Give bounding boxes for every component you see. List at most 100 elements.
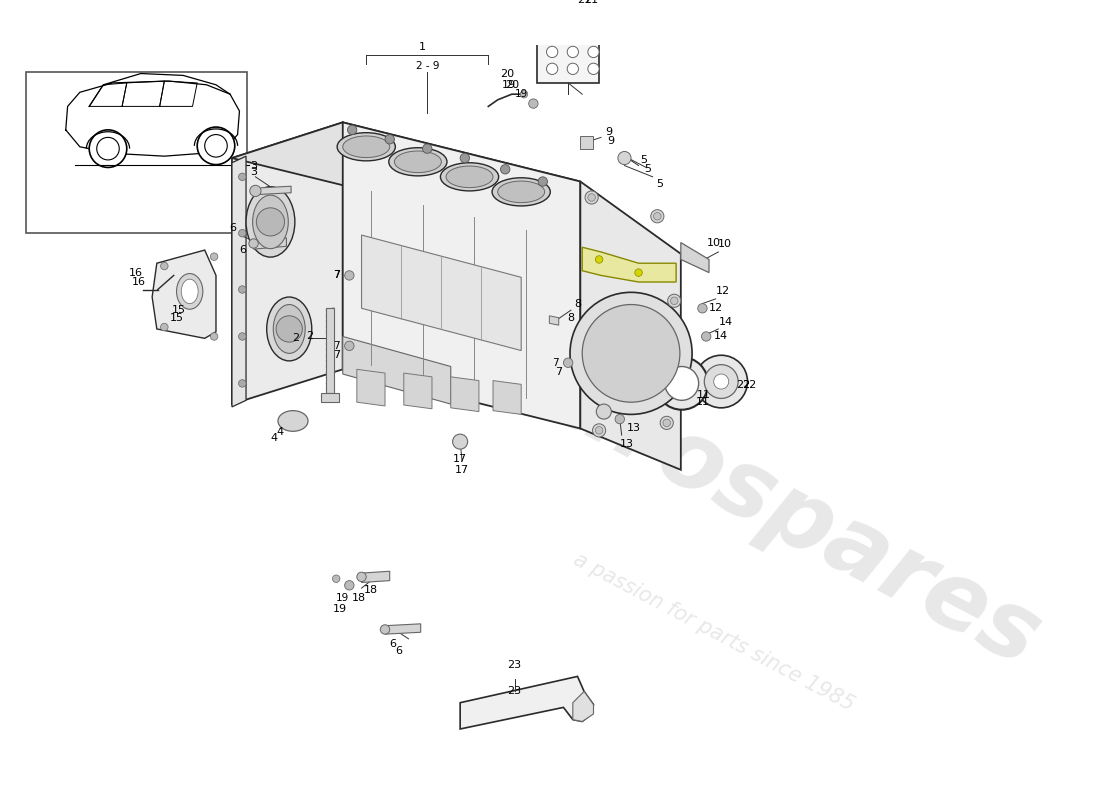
Circle shape — [385, 134, 395, 144]
Circle shape — [197, 127, 234, 165]
Text: 11: 11 — [695, 397, 710, 407]
Text: 6: 6 — [230, 223, 236, 234]
Ellipse shape — [395, 151, 441, 173]
Ellipse shape — [337, 133, 395, 161]
Text: 2 - 9: 2 - 9 — [416, 61, 439, 71]
Text: 11: 11 — [697, 390, 712, 400]
Polygon shape — [385, 624, 420, 634]
Circle shape — [596, 404, 612, 419]
Text: 7: 7 — [333, 270, 340, 281]
Polygon shape — [152, 250, 216, 338]
Text: 10: 10 — [706, 238, 721, 247]
Text: 16: 16 — [129, 268, 143, 278]
Polygon shape — [451, 377, 478, 411]
Ellipse shape — [273, 305, 305, 354]
Circle shape — [210, 333, 218, 340]
Polygon shape — [549, 316, 559, 325]
Polygon shape — [321, 393, 339, 402]
Text: 6: 6 — [396, 646, 403, 656]
Text: 18: 18 — [352, 593, 366, 602]
Text: 6: 6 — [389, 639, 396, 650]
Circle shape — [568, 63, 579, 74]
Text: 5: 5 — [645, 164, 651, 174]
Text: 9: 9 — [607, 136, 614, 146]
Circle shape — [660, 416, 673, 430]
Polygon shape — [573, 691, 594, 722]
Text: 3: 3 — [250, 161, 257, 170]
Polygon shape — [356, 370, 385, 406]
Polygon shape — [460, 677, 594, 729]
Circle shape — [89, 130, 127, 167]
Text: 19: 19 — [502, 80, 516, 90]
Circle shape — [595, 256, 603, 263]
Polygon shape — [404, 373, 432, 409]
Circle shape — [381, 625, 389, 634]
Circle shape — [239, 333, 246, 340]
Text: 5: 5 — [656, 179, 662, 190]
Circle shape — [695, 355, 748, 408]
Circle shape — [538, 177, 548, 186]
Circle shape — [161, 262, 168, 270]
Text: 23: 23 — [507, 686, 521, 697]
Circle shape — [210, 253, 218, 260]
Circle shape — [547, 30, 558, 41]
Circle shape — [618, 151, 631, 165]
Text: 12: 12 — [708, 303, 723, 314]
Circle shape — [656, 357, 708, 410]
Circle shape — [593, 424, 606, 437]
Ellipse shape — [266, 297, 311, 361]
Circle shape — [704, 365, 738, 398]
Polygon shape — [253, 238, 286, 249]
Circle shape — [547, 63, 558, 74]
Ellipse shape — [497, 181, 544, 202]
Text: 7: 7 — [552, 358, 559, 368]
Circle shape — [500, 165, 510, 174]
Ellipse shape — [278, 410, 308, 431]
Polygon shape — [343, 122, 581, 429]
Polygon shape — [362, 235, 521, 350]
Circle shape — [256, 208, 285, 236]
Text: 18: 18 — [364, 585, 378, 595]
Text: 16: 16 — [132, 277, 146, 287]
Circle shape — [422, 144, 432, 154]
Circle shape — [714, 374, 728, 389]
Circle shape — [205, 134, 228, 157]
Circle shape — [239, 286, 246, 294]
Circle shape — [635, 269, 642, 276]
Circle shape — [547, 46, 558, 58]
Circle shape — [663, 419, 671, 426]
Circle shape — [702, 332, 711, 341]
Ellipse shape — [253, 195, 288, 249]
Circle shape — [344, 581, 354, 590]
Circle shape — [664, 366, 698, 400]
Text: 12: 12 — [716, 286, 730, 296]
Circle shape — [344, 341, 354, 350]
Ellipse shape — [440, 162, 498, 191]
Text: 14: 14 — [714, 331, 728, 342]
Ellipse shape — [447, 166, 493, 188]
Polygon shape — [343, 337, 451, 404]
Ellipse shape — [176, 274, 202, 310]
Circle shape — [452, 434, 468, 449]
Circle shape — [249, 239, 258, 248]
Circle shape — [239, 230, 246, 237]
Text: 13: 13 — [620, 439, 635, 450]
Text: 17: 17 — [453, 454, 468, 463]
Circle shape — [585, 191, 598, 204]
Text: 10: 10 — [718, 239, 732, 250]
Circle shape — [568, 46, 579, 58]
Circle shape — [697, 303, 707, 313]
Circle shape — [568, 30, 579, 41]
Text: 7: 7 — [556, 367, 562, 377]
Ellipse shape — [182, 279, 198, 303]
Text: 5: 5 — [640, 155, 647, 165]
Text: 21: 21 — [578, 0, 591, 6]
Circle shape — [529, 99, 538, 108]
Text: 20: 20 — [505, 80, 519, 90]
Text: 1: 1 — [419, 42, 426, 52]
Text: 19: 19 — [337, 593, 350, 602]
Text: 13: 13 — [627, 423, 641, 434]
Circle shape — [239, 173, 246, 181]
Text: 22: 22 — [742, 380, 757, 390]
Ellipse shape — [246, 186, 295, 257]
